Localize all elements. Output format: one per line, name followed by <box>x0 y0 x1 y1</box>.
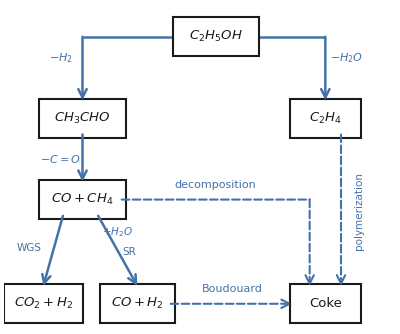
Text: $C_2H_4$: $C_2H_4$ <box>309 111 342 126</box>
Text: $-C=O$: $-C=O$ <box>40 153 82 165</box>
Text: decomposition: decomposition <box>175 180 256 190</box>
Text: $-H_2$: $-H_2$ <box>49 51 73 65</box>
Text: Boudouard: Boudouard <box>202 284 263 294</box>
FancyBboxPatch shape <box>290 284 360 323</box>
Text: $CH_3CHO$: $CH_3CHO$ <box>54 111 111 126</box>
FancyBboxPatch shape <box>290 99 360 138</box>
Text: polymerization: polymerization <box>354 172 364 250</box>
Text: $C_2H_5OH$: $C_2H_5OH$ <box>189 29 242 44</box>
FancyBboxPatch shape <box>40 180 126 219</box>
FancyBboxPatch shape <box>100 284 174 323</box>
Text: WGS: WGS <box>17 243 42 254</box>
FancyBboxPatch shape <box>172 17 259 56</box>
Text: $CO_2 + H_2$: $CO_2 + H_2$ <box>14 296 73 311</box>
Text: $CO + CH_4$: $CO + CH_4$ <box>51 192 114 207</box>
Text: $-H_2O$: $-H_2O$ <box>330 51 364 65</box>
Text: $CO + H_2$: $CO + H_2$ <box>111 296 164 311</box>
Text: $+H_2O$: $+H_2O$ <box>102 225 133 239</box>
FancyBboxPatch shape <box>40 99 126 138</box>
Text: Coke: Coke <box>309 297 342 310</box>
FancyBboxPatch shape <box>4 284 82 323</box>
Text: SR: SR <box>123 247 136 257</box>
